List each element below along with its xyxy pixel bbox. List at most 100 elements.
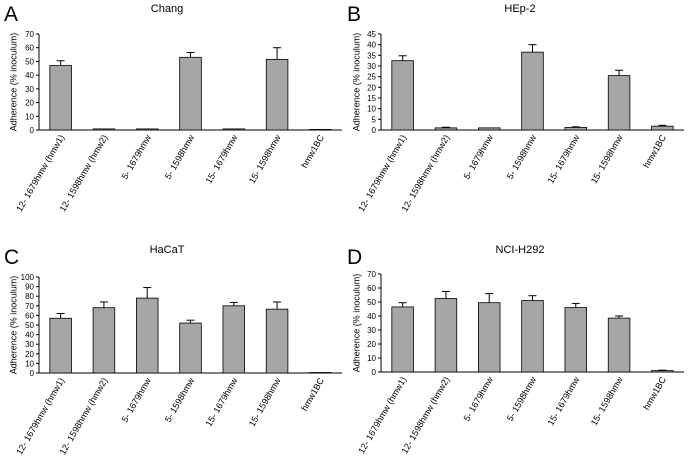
- y-tick-label: 30: [367, 62, 376, 71]
- x-category-label: 5- 1679hmw: [462, 375, 496, 423]
- y-tick-label: 20: [367, 340, 376, 349]
- bar: [309, 129, 332, 131]
- x-category-label: 12- 1598hmw (hmw2): [57, 376, 109, 456]
- chart-title: Chang: [151, 3, 183, 15]
- bar: [92, 128, 116, 131]
- y-tick-label: 40: [367, 312, 376, 321]
- x-category-label: 15- 1598hmw: [247, 376, 283, 429]
- bar: [92, 307, 116, 374]
- y-tick-label: 35: [367, 51, 376, 60]
- bar: [651, 370, 674, 373]
- bar: [222, 128, 246, 131]
- chart-panel-c: C HaCaT Adherence (% inoculum) 010203040506…: [4, 244, 342, 456]
- bar: [477, 127, 501, 131]
- panel-letter: A: [4, 3, 18, 26]
- x-category-label: 5- 1598hmw: [505, 375, 539, 423]
- x-category-label: 15- 1679hmw: [546, 375, 582, 428]
- y-tick-label: 20: [25, 99, 34, 108]
- y-tick-label: 0: [30, 369, 35, 378]
- x-category-label: 12- 1679hmw (hmw1): [14, 376, 66, 456]
- x-category-label: 12- 1679hmw (hmw1): [356, 375, 408, 455]
- y-tick-label: 60: [25, 44, 34, 53]
- y-tick-label: 40: [367, 41, 376, 50]
- y-tick-label: 10: [25, 359, 34, 368]
- y-axis-label: Adherence (% inoculum): [8, 33, 18, 132]
- y-tick-label: 20: [25, 350, 34, 359]
- y-tick-label: 70: [25, 30, 34, 39]
- x-category-label: 12- 1679hmw (hmw1): [356, 133, 408, 213]
- bar: [179, 322, 202, 374]
- y-tick-label: 40: [25, 331, 34, 340]
- y-tick-label: 0: [372, 126, 377, 135]
- y-axis-label: Adherence (% inoculum): [351, 274, 361, 373]
- y-tick-label: 10: [367, 354, 376, 363]
- bar: [49, 65, 72, 131]
- x-category-label: 5- 1679hmw: [462, 133, 496, 181]
- chart-title: HEp-2: [504, 3, 535, 15]
- bar: [607, 317, 631, 373]
- y-tick-label: 10: [367, 105, 376, 114]
- y-tick-label: 25: [367, 73, 376, 82]
- bar: [434, 298, 458, 373]
- x-category-label: 12- 1598hmw (hmw2): [399, 375, 451, 455]
- x-category-label: 15- 1679hmw: [546, 133, 582, 186]
- panel-letter: D: [347, 246, 362, 269]
- chart-panel-d: D NCI-H292 Adherence (% inoculum) 0 10 20 30 40…: [347, 244, 684, 455]
- y-tick-label: 0: [372, 368, 377, 377]
- x-category-label: 15- 1679hmw: [204, 133, 240, 186]
- y-tick-label: 15: [367, 94, 376, 103]
- x-category-label: 15- 1598hmw: [589, 133, 625, 186]
- y-tick-label: 30: [367, 326, 376, 335]
- panel-letter: B: [347, 3, 361, 26]
- y-tick-label: 50: [25, 57, 34, 66]
- y-tick-label: 10: [25, 112, 34, 121]
- y-tick-label: 70: [367, 270, 376, 279]
- chart-panel-a: A Chang Adherence (% inoculum) 0 10 20 30 40 50 6…: [4, 3, 342, 213]
- y-tick-label: 0: [30, 126, 35, 135]
- x-category-label: 5- 1598hmw: [163, 133, 197, 181]
- x-category-label: 12- 1679hmw (hmw1): [14, 133, 66, 213]
- bar: [309, 372, 332, 374]
- x-category-label: hmw1BC: [299, 376, 326, 413]
- x-category-label: 5- 1679hmw: [120, 133, 154, 181]
- bar: [564, 307, 588, 373]
- bar: [651, 125, 674, 131]
- bar: [179, 56, 202, 131]
- bar: [521, 300, 544, 373]
- y-tick-label: 30: [25, 85, 34, 94]
- y-tick-label: 60: [25, 311, 34, 320]
- chart-title: HaCaT: [150, 244, 185, 256]
- y-tick-label: 90: [25, 283, 34, 292]
- bar: [265, 58, 289, 131]
- x-category-label: 15- 1679hmw: [204, 376, 240, 429]
- x-category-label: 15- 1598hmw: [589, 375, 625, 428]
- y-tick-label: 50: [25, 321, 34, 330]
- bar: [135, 128, 159, 131]
- bar: [391, 306, 414, 373]
- y-tick-label: 80: [25, 292, 34, 301]
- bar: [607, 75, 631, 131]
- y-tick-label: 100: [21, 273, 35, 282]
- x-category-label: 5- 1679hmw: [120, 376, 154, 424]
- y-axis-label: Adherence (% inoculum): [351, 33, 361, 132]
- y-tick-label: 70: [25, 302, 34, 311]
- bar: [521, 51, 544, 131]
- x-category-label: 5- 1598hmw: [163, 376, 197, 424]
- bar: [49, 317, 72, 374]
- x-category-label: hmw1BC: [641, 375, 668, 412]
- y-tick-label: 45: [367, 30, 376, 39]
- bar: [135, 297, 159, 374]
- bar: [222, 305, 246, 374]
- y-tick-label: 40: [25, 71, 34, 80]
- y-axis-label: Adherence (% inoculum): [8, 276, 18, 375]
- y-tick-label: 30: [25, 340, 34, 349]
- bar: [434, 127, 458, 131]
- y-tick-label: 20: [367, 83, 376, 92]
- chart-title: NCI-H292: [496, 244, 545, 256]
- bar: [391, 60, 414, 131]
- x-category-label: 5- 1598hmw: [505, 133, 539, 181]
- x-category-label: 12- 1598hmw (hmw2): [399, 133, 451, 213]
- x-category-label: 12- 1598hmw (hmw2): [57, 133, 109, 213]
